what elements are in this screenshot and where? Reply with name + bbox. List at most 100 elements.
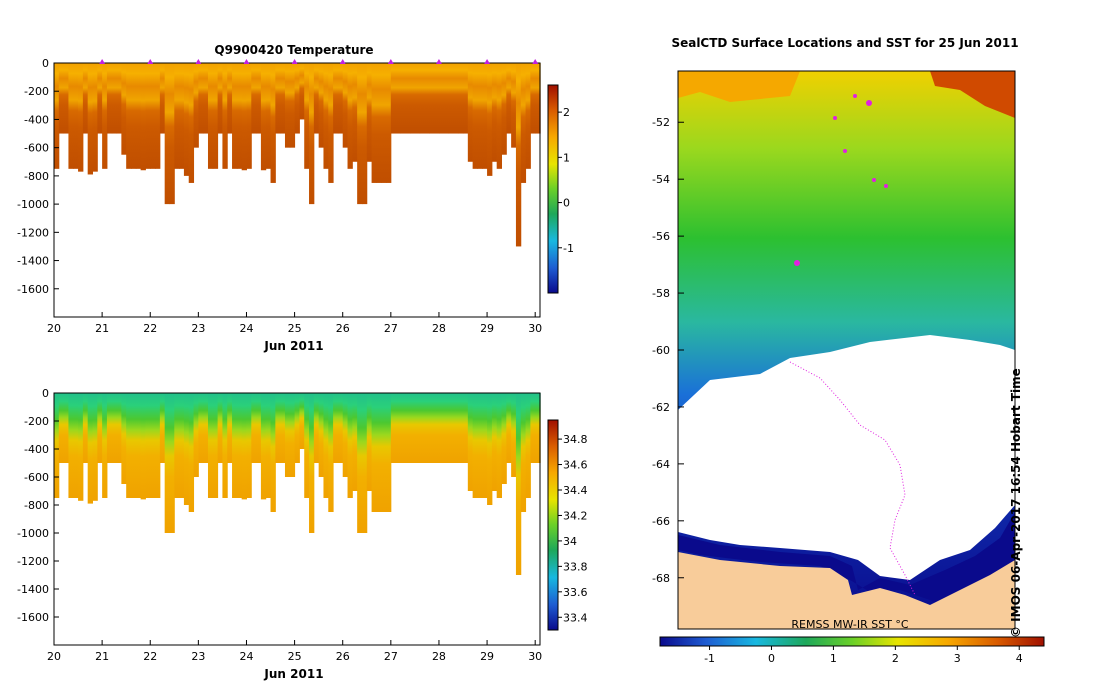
profile-bar xyxy=(438,63,450,134)
colorbar-tick-label: 34.4 xyxy=(563,484,588,497)
profile-bar xyxy=(260,63,267,171)
profile-bar xyxy=(515,393,522,575)
x-tick-label: 27 xyxy=(384,322,398,335)
colorbar-tick-label: 1 xyxy=(563,151,570,164)
profile-bar xyxy=(164,393,170,533)
profile-bar xyxy=(68,63,74,169)
profile-bar xyxy=(487,63,493,176)
profile-bar xyxy=(482,393,488,498)
profile-bar xyxy=(299,63,305,120)
colorbar-tick-label: 33.4 xyxy=(563,611,588,624)
y-tick-label: -1000 xyxy=(17,198,49,211)
profile-bar xyxy=(111,63,118,134)
profile-bar xyxy=(491,63,498,162)
profile-bar xyxy=(280,63,286,134)
profile-bar xyxy=(251,393,257,463)
profile-bar xyxy=(222,63,228,169)
profile-bar xyxy=(376,393,382,512)
seal-location xyxy=(872,178,876,182)
profile-bar xyxy=(270,63,276,183)
profile-bar xyxy=(381,63,387,183)
profile-bar xyxy=(227,63,233,134)
profile-bar xyxy=(150,63,156,169)
profile-bar xyxy=(309,393,315,533)
profile-bar xyxy=(174,63,180,169)
profile-bar xyxy=(515,63,522,247)
x-tick-label: 24 xyxy=(239,650,253,663)
y-tick-label: -800 xyxy=(24,499,49,512)
profile-bar xyxy=(458,393,464,463)
profile-bar xyxy=(299,393,305,449)
float-location-marker xyxy=(387,59,394,64)
salinity-x-axis-label: Jun 2011 xyxy=(263,667,323,681)
profile-bar xyxy=(106,63,113,134)
profile-bar xyxy=(236,63,243,169)
profile-bar xyxy=(198,393,204,463)
profile-bar xyxy=(520,393,527,512)
profile-bar xyxy=(236,393,243,498)
temperature-chart-title: Q9900420 Temperature xyxy=(214,43,373,57)
profile-bar xyxy=(145,63,151,169)
profile-bar xyxy=(246,63,252,169)
colorbar-tick-label: 34.8 xyxy=(563,433,588,446)
profile-bar xyxy=(97,393,103,463)
float-location-marker xyxy=(99,59,106,64)
profile-bar xyxy=(511,63,517,148)
profile-bar xyxy=(313,63,320,134)
profile-bar xyxy=(174,393,180,498)
x-tick-label: 29 xyxy=(480,322,494,335)
colorbar-tick-label: 0 xyxy=(563,197,570,210)
x-tick-label: 23 xyxy=(191,322,205,335)
profile-bar xyxy=(323,63,329,169)
y-tick-label: -200 xyxy=(24,415,49,428)
profile-bar xyxy=(463,63,469,134)
profile-bar xyxy=(448,63,459,134)
y-tick-label: -400 xyxy=(24,443,49,456)
profile-bar xyxy=(511,393,517,477)
profile-bar xyxy=(232,393,238,498)
profile-bar xyxy=(232,63,238,169)
profile-bar xyxy=(130,393,137,498)
salinity-plot-frame xyxy=(53,392,541,646)
profile-bar xyxy=(438,393,450,463)
profile-bar xyxy=(366,63,373,162)
sst-celsius-tick-label: 3 xyxy=(954,652,961,665)
profile-bar xyxy=(361,393,368,533)
profile-bar xyxy=(102,393,108,498)
profile-bar xyxy=(419,393,430,463)
salinity-colorbar xyxy=(547,419,559,631)
profile-bar xyxy=(207,393,214,498)
profile-bar xyxy=(260,393,267,500)
seal-locations xyxy=(794,94,888,266)
profile-bar xyxy=(361,63,368,205)
temperature-colorbar xyxy=(547,84,559,294)
profile-bar xyxy=(390,393,401,463)
profile-bar xyxy=(304,63,310,169)
profile-bar xyxy=(333,63,339,134)
profile-bar xyxy=(371,393,377,512)
y-tick-label: -1400 xyxy=(17,583,49,596)
warm-sea-northwest xyxy=(678,71,800,102)
temperature-section-plot: 20 21 22 23 24 25 26 27 28 29 30 0-200-400-600-800… xyxy=(17,43,574,353)
lat-tick-label: -54 xyxy=(652,173,670,186)
profile-bar xyxy=(179,63,185,169)
y-tick-label: -200 xyxy=(24,85,49,98)
profile-bar xyxy=(284,63,291,148)
profile-bar xyxy=(477,393,483,498)
x-tick-label: 28 xyxy=(432,650,446,663)
profile-bar xyxy=(337,393,344,463)
credit-svg: © IMOS 06-Apr-2017 16:54 Hobart Time xyxy=(1009,368,1023,638)
profile-bar xyxy=(78,393,84,501)
profile-bar xyxy=(275,63,281,134)
float-location-marker xyxy=(532,59,539,64)
profile-bar xyxy=(386,63,392,183)
profile-bar xyxy=(318,63,324,148)
profile-bar xyxy=(390,63,401,134)
profile-bar xyxy=(169,63,175,205)
colorbar-tick-label: 33.8 xyxy=(563,560,588,573)
profile-bar xyxy=(140,393,146,500)
profile-bar xyxy=(487,393,493,505)
profile-bar xyxy=(275,393,281,463)
profile-bar xyxy=(463,393,469,463)
